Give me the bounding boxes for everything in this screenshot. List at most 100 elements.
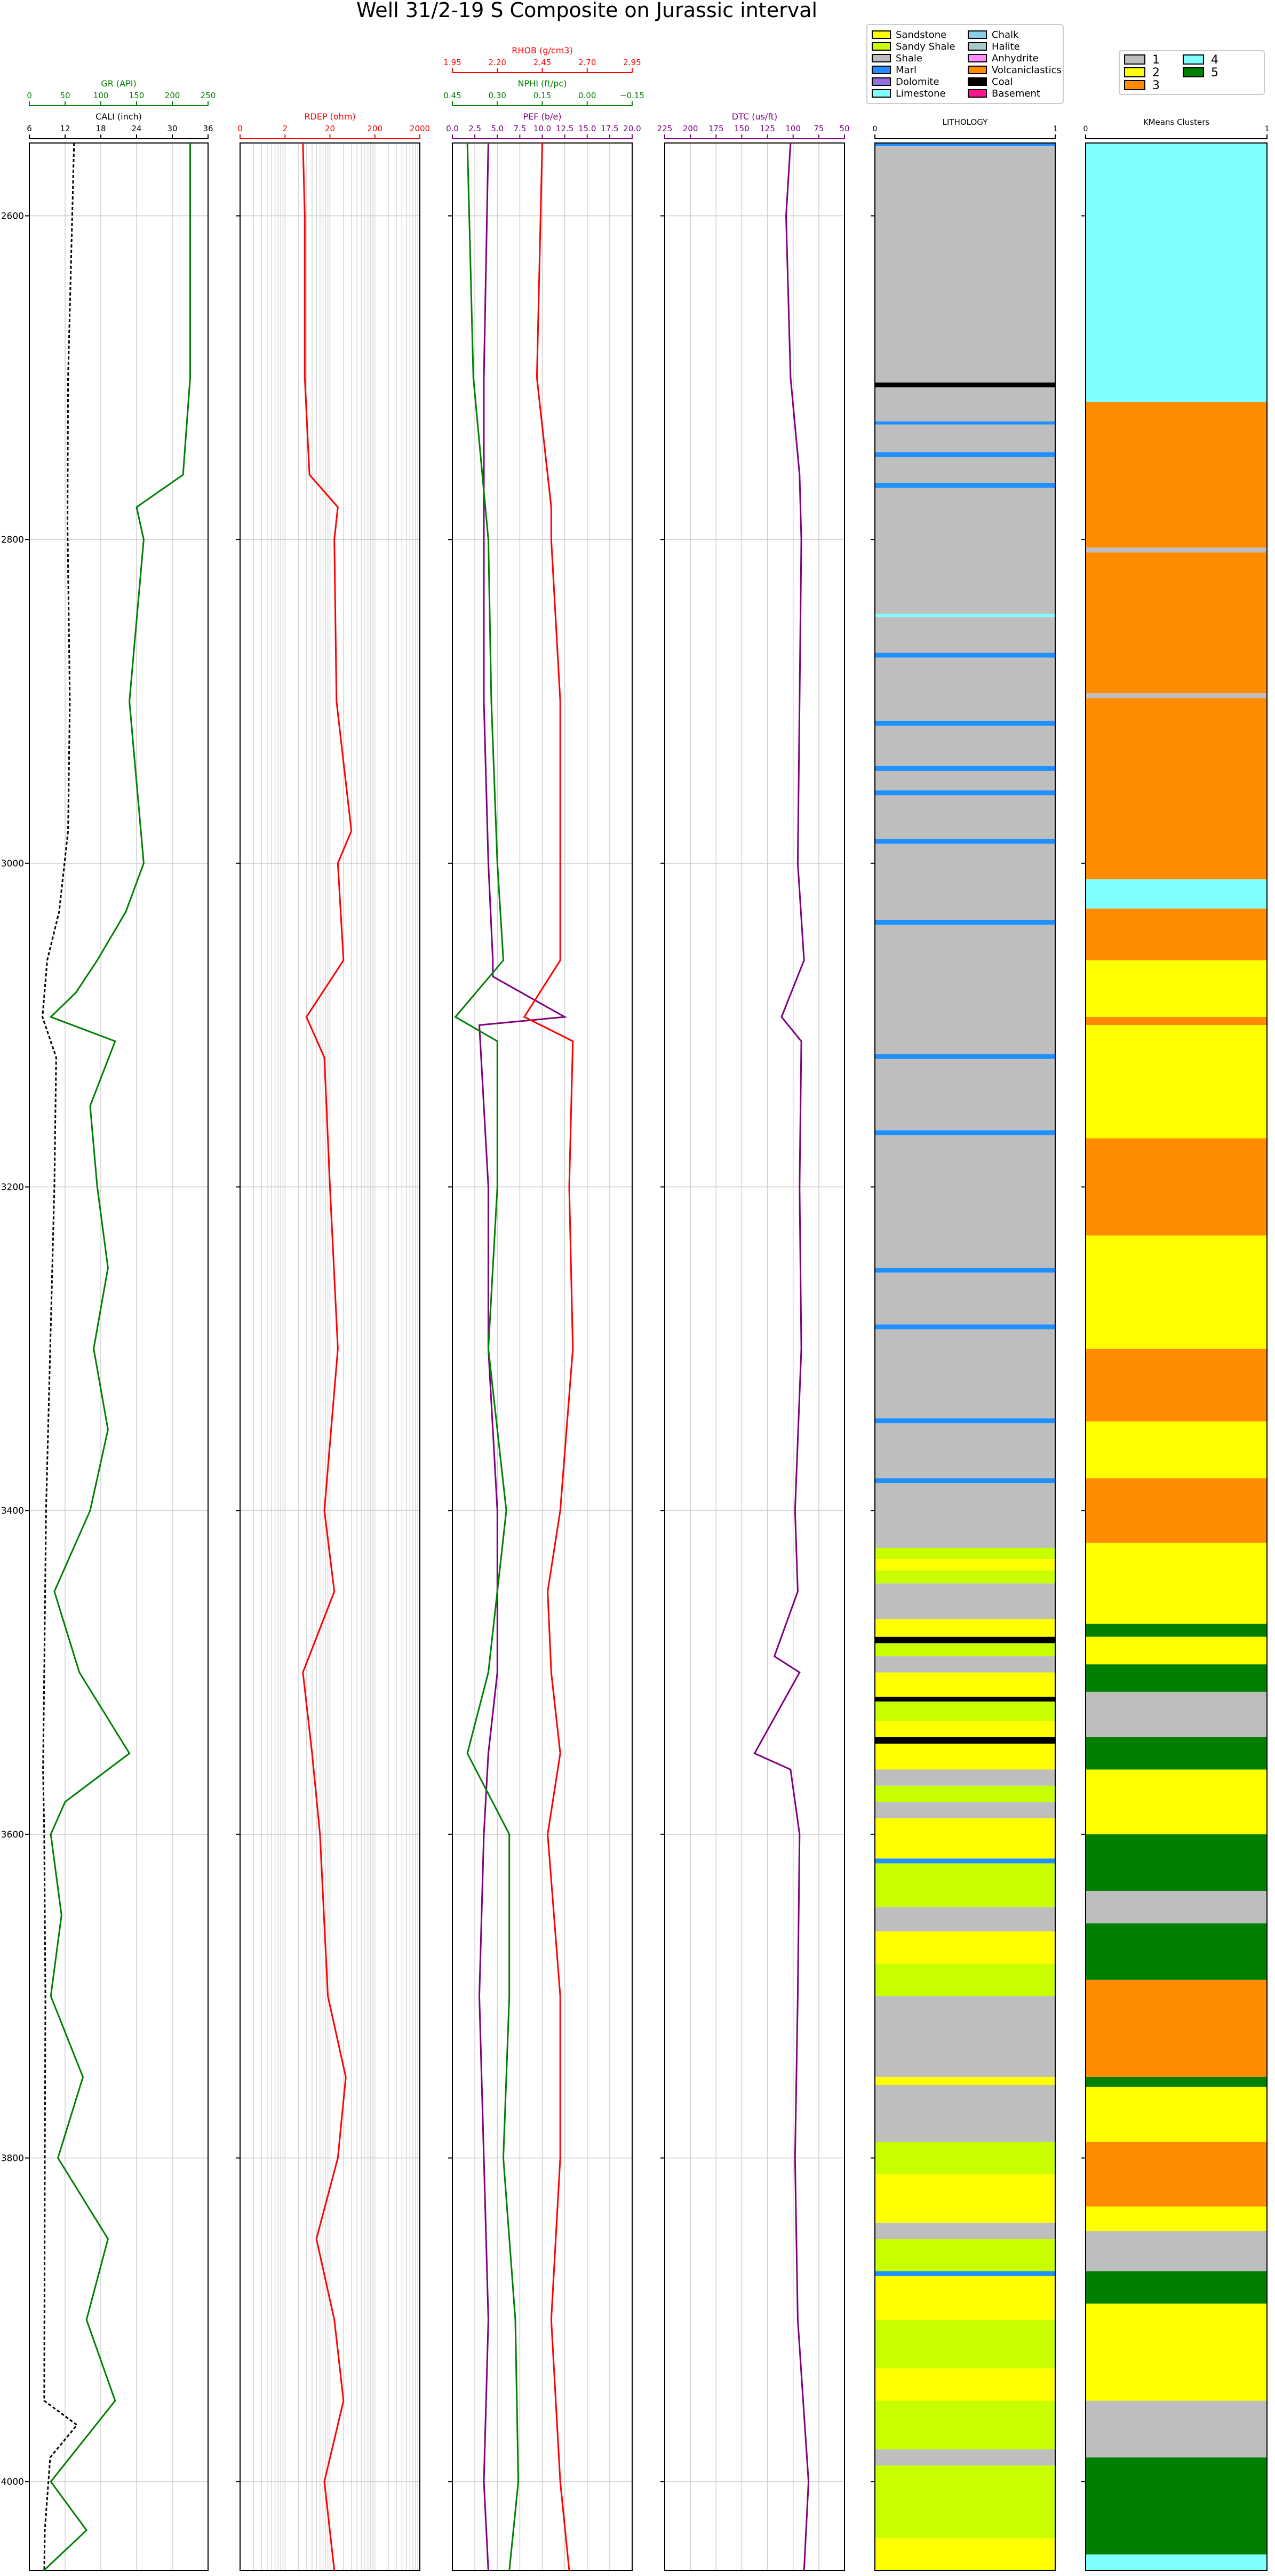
interval-5 [1086,1664,1267,1692]
interval-2 [1086,960,1267,1017]
interval-shale [875,1273,1055,1325]
depth-tick-label: 2600 [1,211,24,222]
interval-shale [875,424,1055,452]
legend-label: Basement [992,88,1040,99]
legend-label: Volcaniclastics [992,65,1062,76]
interval-shale [875,925,1055,1054]
legend-swatch [968,42,987,51]
interval-shale [875,146,1055,383]
interval-1 [1086,1691,1267,1737]
interval-5 [1086,2077,1267,2087]
scale-tick-label: 2000 [410,124,430,133]
track-1: 6 12 18 24 30 36 CALI (inch) 0 50 100 150 200 250 GR … [1,78,216,2572]
interval-shale [875,1802,1055,1818]
series-cali-line [42,142,78,2571]
scale-tick-label: 0.0 [446,124,459,133]
interval-1 [1086,2231,1267,2271]
series-gr-line [43,143,191,2572]
scale-tick-label: 0 [1083,125,1088,133]
interval-marl [875,839,1055,844]
interval-2 [1086,2303,1267,2401]
depth-tick-label: 2800 [1,535,24,545]
interval-1 [1086,547,1267,553]
scale-tick-label: 20.0 [623,124,641,133]
scale-tick-label: 0 [873,125,878,133]
legend-label: Coal [992,76,1013,88]
scale-tick-label: 10.0 [533,124,551,133]
interval-3 [1086,1017,1267,1025]
interval-sandy-shale [875,1570,1055,1584]
depth-tick-label: 3400 [1,1506,24,1516]
interval-coal [875,1697,1055,1702]
interval-marl [875,920,1055,925]
scale-axis-label: GR (API) [101,78,136,89]
interval-1 [1086,2400,1267,2458]
scale-tick-label: 1.95 [443,58,461,67]
interval-2 [1086,2206,1267,2231]
series-rdep-line [302,142,353,2571]
interval-sandy-shale [875,1702,1055,1721]
interval-shale [875,726,1055,766]
interval-marl [875,1478,1055,1483]
interval-shale [875,1769,1055,1786]
legend-swatch [1183,67,1204,77]
interval-3 [1086,1138,1267,1236]
cluster-legend: 123 45 [1119,50,1265,95]
track-frame [29,142,209,2571]
scale-tick-label: 6 [27,124,32,133]
interval-2 [1086,2087,1267,2142]
interval-3 [1086,2142,1267,2207]
legend-label: Sandstone [896,29,946,41]
scale-axis-label: DTC (us/ft) [732,112,777,122]
legend-swatch [968,77,987,86]
track-2: 0 2 20 200 2000 RDEP (ohm) [236,112,430,2571]
interval-2 [1086,1025,1267,1139]
interval-marl [875,1858,1055,1864]
legend-swatch [1124,67,1145,77]
interval-shale [875,1423,1055,1478]
legend-label: 2 [1152,66,1160,79]
interval-shale [875,1656,1055,1673]
legend-swatch [1124,54,1145,65]
scale-tick-label: 0.45 [443,91,461,100]
interval-4 [1086,143,1267,402]
legend-swatch [872,89,891,98]
interval-3 [1086,698,1267,880]
scale-tick-label: 200 [683,124,698,133]
scale-tick-label: 0 [237,124,243,133]
legend-swatch [968,54,987,62]
scale-tick-label: 100 [785,124,801,133]
legend-frame [866,24,1064,104]
interval-2 [1086,1636,1267,1665]
interval-marl [875,421,1055,425]
interval-2 [1086,1421,1267,1478]
depth-tick-label: 3200 [1,1182,24,1193]
interval-marl [875,653,1055,658]
scale-tick-label: 0 [27,91,32,100]
scale-tick-label: 175 [708,124,724,133]
track-4: 225 200 175 150 125 100 75 50 DTC (us/ft) [657,112,850,2571]
scale-tick-label: 100 [93,91,109,100]
scale-tick-label: 150 [734,124,750,133]
interval-shale [875,387,1055,422]
scale-axis-label: RDEP (ohm) [304,112,355,122]
interval-sandstone [875,1818,1055,1859]
depth-tick-label: 3600 [1,1830,24,1840]
legend-swatch [1124,80,1145,90]
interval-5 [1086,2271,1267,2304]
scale-tick-label: 2.70 [578,58,596,67]
depth-axis [660,215,665,2483]
interval-sandy-shale [875,2465,1055,2539]
interval-shale [875,1483,1055,1548]
scale-axis-rhob: 1.95 2.20 2.45 2.70 2.95 RHOB (g/cm3) [443,45,641,73]
interval-sandy-shale [875,1785,1055,1802]
interval-marl [875,483,1055,488]
scale-axis-label: NPHI (ft/pc) [518,78,567,89]
legend-swatch [1183,54,1204,65]
scale-tick-label: 12.5 [556,124,573,133]
depth-axis [236,215,240,2483]
scale-tick-label: 200 [367,124,382,133]
legend-label: 4 [1211,53,1218,67]
